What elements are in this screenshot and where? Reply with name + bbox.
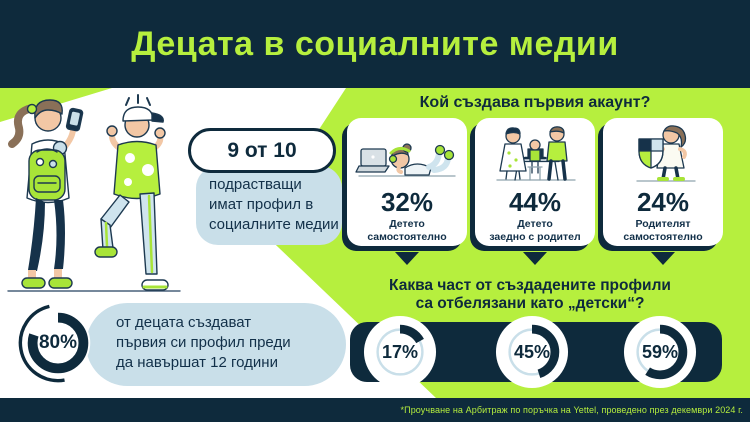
card-caption-line: Родителят [635,218,691,230]
child-profile-gauge-3: 59% [623,315,697,389]
shield-icon [638,138,664,169]
gauge-value-arc [27,312,89,374]
boy-figure [94,94,169,291]
account-creator-cards: 32% Детето самостоятелно [347,118,723,246]
gauge-chart [495,315,569,389]
card-value: 24% [636,187,690,217]
card-caption-line: самостоятелно [367,230,447,243]
gauge-chart [623,315,697,389]
header-bar: Децата в социалните медии [0,0,750,88]
arrow-down-icon [651,252,675,265]
age-gauge-chart [18,303,98,383]
footer-bar: *Проучване на Арбитраж по поръчка на Yet… [0,398,750,422]
gauge-value-label: 17% [381,341,419,362]
question-child-profiles: Каква част от създадените профили са отб… [330,277,730,313]
arrow-down-icon [395,252,419,265]
gauge-chart [363,315,437,389]
stat-text-line: социалните медии [209,216,339,233]
gauge-value-arc [372,324,428,380]
card-parent-alone: 24% Родителят самостоятелно [603,118,723,246]
arrow-down-icon [523,252,547,265]
card-caption: Родителят самостоятелно [623,218,702,243]
gauge-value-arc [504,324,560,380]
gauge-value-arc [632,324,688,380]
card-value: 44% [508,187,562,217]
card-caption-line: заедно с родител [489,230,581,243]
parent-with-shield-illustration [636,125,696,182]
girl-figure [8,99,84,289]
child-with-parents-illustration [496,126,576,181]
card-caption: Детето самостоятелно [367,218,446,243]
child-with-laptop-illustration [355,143,456,177]
teens-photo-illustration [7,94,181,292]
stat-text-line: подрастващи [209,176,302,193]
card-caption-line: самостоятелно [623,230,703,243]
gauge-value-label: 80% [38,332,78,353]
card-arrows [347,252,723,265]
age-gauge-80: 80% [15,300,101,386]
stat-text-line: имат профил в [209,196,314,213]
gauge-decor-arc [18,303,98,383]
page-title: Децата в социалните медии [131,24,619,63]
card-value: 32% [380,187,434,217]
age-text-line: да навършат 12 години [116,354,278,371]
stat-speech-bubble: подрастващи имат профил в социалните мед… [196,166,342,245]
question-first-account: Кой създава първия акаунт? [419,94,651,111]
age-stat-pill: от децата създават първия си профил пред… [86,303,346,386]
child-profile-gauge-1: 17% [363,315,437,389]
nine-of-ten-badge: 9 от 10 [188,128,336,173]
card-caption-line: Детето [517,218,553,230]
gauge-value-label: 59% [641,341,679,362]
question-line: Каква част от създадените профили [389,277,671,294]
gauge-value-label: 45% [513,341,551,362]
child-profile-gauge-2: 45% [495,315,569,389]
source-footnote: *Проучване на Арбитраж по поръчка на Yet… [400,405,743,415]
card-caption-line: Детето [389,218,425,230]
age-text-line: първия си профил преди [116,334,291,351]
age-text-line: от децата създават [116,314,252,331]
card-child-alone: 32% Детето самостоятелно [347,118,467,246]
card-caption: Детето заедно с родител [489,218,580,243]
question-line: са отбелязани като „детски“? [415,295,645,312]
card-child-with-parent: 44% Детето заедно с родител [475,118,595,246]
